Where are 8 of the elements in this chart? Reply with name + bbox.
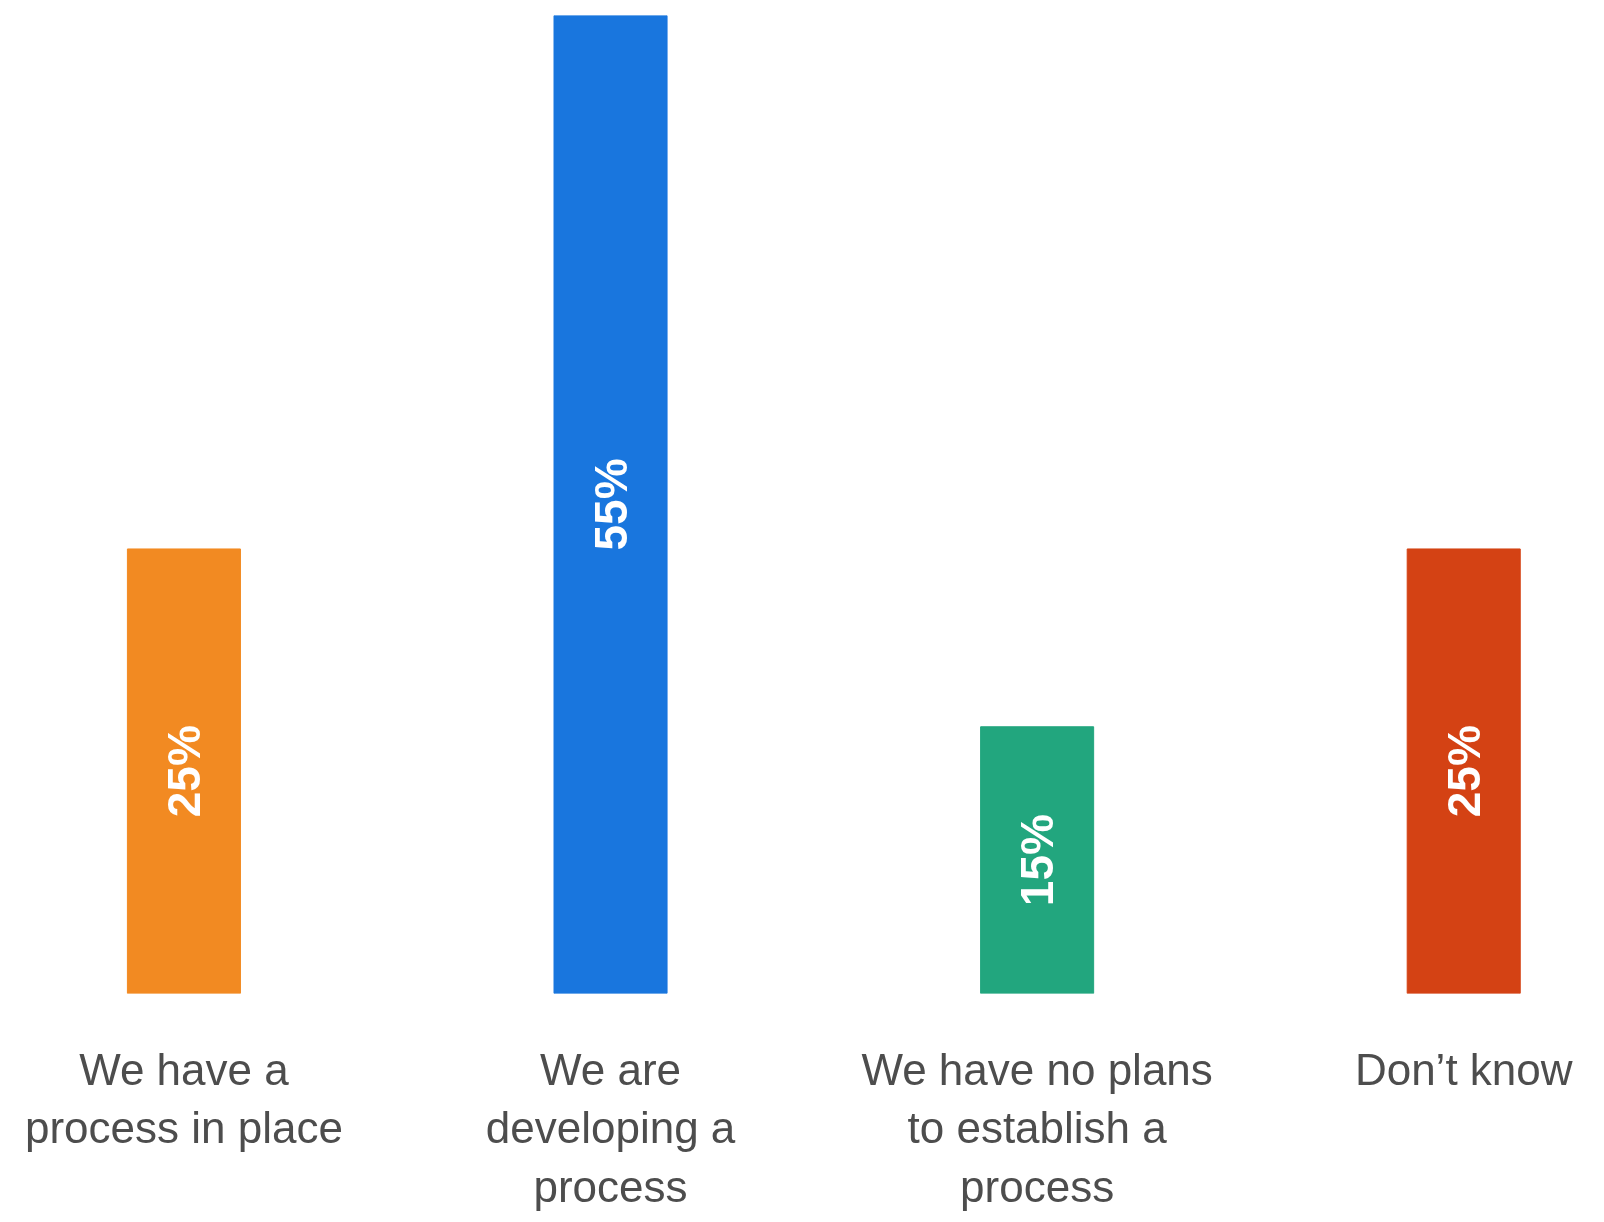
x-tick-label: We have no plans to establish a process: [861, 1044, 1213, 1212]
data-label: 25%: [1437, 725, 1490, 818]
data-label: 25%: [157, 725, 210, 818]
x-tick-label: We have a process in place: [24, 1044, 343, 1153]
x-tick-label: Don’t know: [1354, 1044, 1573, 1094]
data-label: 55%: [584, 458, 637, 551]
x-tick-label: We are developing a process: [485, 1044, 736, 1212]
data-label: 15%: [1011, 814, 1064, 907]
